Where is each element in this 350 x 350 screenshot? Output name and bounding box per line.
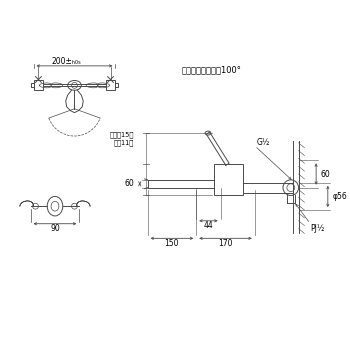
Text: 60: 60 [124, 179, 134, 188]
Bar [106, 80, 116, 90]
Text: PJ½: PJ½ [310, 224, 325, 233]
Text: 全開時15０: 全開時15０ [110, 132, 134, 138]
Text: ハンドル回転觓度100°: ハンドル回転觓度100° [182, 65, 241, 74]
Bar [116, 83, 118, 87]
Text: 60: 60 [321, 169, 331, 178]
Text: G½: G½ [257, 138, 270, 147]
Text: 200±ₕ₀ₛ: 200±ₕ₀ₛ [52, 57, 82, 66]
Text: φ56: φ56 [333, 192, 348, 201]
Bar [214, 164, 243, 195]
Bar [34, 80, 43, 90]
Text: 止汄11３: 止汄11３ [114, 140, 134, 146]
Text: 90: 90 [50, 224, 60, 233]
Text: 150: 150 [164, 239, 179, 248]
Bar [30, 83, 34, 87]
Text: 170: 170 [218, 239, 233, 248]
Text: 44: 44 [204, 221, 214, 230]
